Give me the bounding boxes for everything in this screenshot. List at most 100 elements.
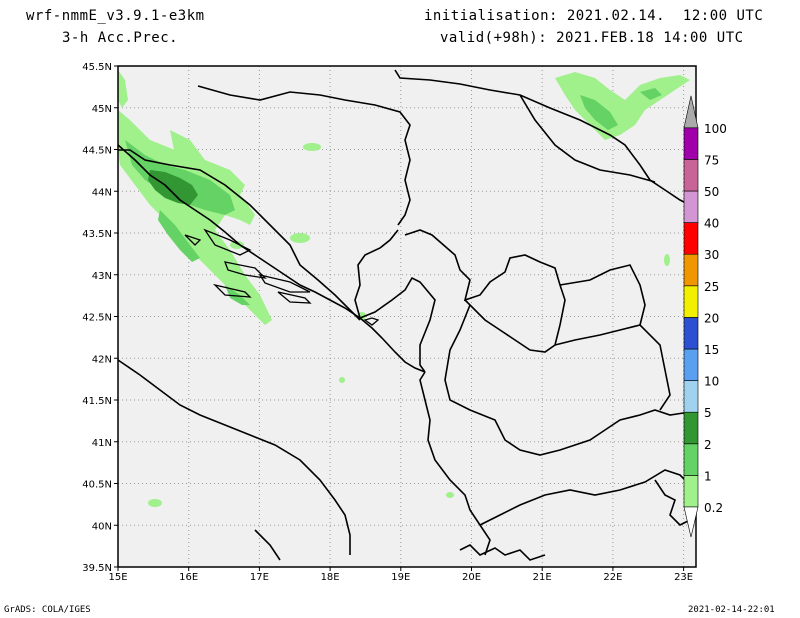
colorbar-level-label: 40: [704, 217, 719, 231]
precip-moderate-romania-2: [640, 88, 662, 100]
precip-moderate-croatia: [125, 140, 235, 215]
islands: [184, 228, 380, 326]
montenegro-border: [359, 276, 436, 373]
colorbar-segment: [683, 411, 699, 445]
colorbar-segment: [683, 190, 699, 223]
lon-label: 23E: [674, 572, 693, 583]
precip-light-2: [170, 130, 245, 195]
lon-label: 21E: [533, 572, 552, 583]
lat-label: 42.5N: [82, 313, 112, 324]
precip-spot-7: [664, 254, 670, 266]
lon-label: 18E: [321, 572, 340, 583]
precip-light-romania: [555, 72, 690, 140]
lon-label: 19E: [391, 572, 410, 583]
precip-moderate-romania: [580, 95, 618, 130]
colorbar-top-triangle: [683, 95, 699, 129]
lat-label: 40.5N: [82, 480, 112, 491]
island-2: [223, 261, 267, 279]
croatia-bih-border: [118, 149, 361, 321]
lat-label: 43.5N: [82, 229, 112, 240]
colorbar-segment: [683, 253, 699, 287]
precip-spot-2: [303, 143, 321, 151]
adriatic-coast-italy: [117, 359, 351, 555]
longitude-labels: 15E 16E 17E 18E 19E 20E 21E 22E 23E: [108, 572, 693, 583]
colorbar-level-label: 5: [704, 406, 712, 420]
north-macedonia-border: [444, 304, 691, 456]
lat-label: 45.5N: [82, 62, 112, 73]
colorbar: [683, 95, 699, 538]
lat-label: 39.5N: [82, 563, 112, 574]
precip-spot-8: [339, 377, 345, 383]
valid-time: valid(+98h): 2021.FEB.18 14:00 UTC: [440, 30, 744, 46]
greece-border: [479, 469, 691, 526]
axis-ticks: [114, 65, 685, 571]
precip-spot-3: [148, 499, 162, 507]
colorbar-segment: [683, 159, 699, 192]
colorbar-level-label: 30: [704, 248, 719, 262]
precip-spot-1: [290, 233, 310, 243]
lat-label: 42N: [92, 354, 112, 365]
kotor-bay: [363, 317, 380, 326]
precip-spot-6: [446, 492, 454, 498]
lon-label: 20E: [462, 572, 481, 583]
colorbar-level-label: 15: [704, 343, 719, 357]
colorbar-level-label: 1: [704, 469, 712, 483]
lon-label: 17E: [250, 572, 269, 583]
colorbar-level-label: 25: [704, 280, 719, 294]
colorbar-level-label: 2: [704, 438, 712, 452]
coastline-croatia: [117, 144, 426, 373]
colorbar-segment: [683, 317, 699, 350]
lat-label: 45N: [92, 104, 112, 115]
colorbar-level-label: 0.2: [704, 501, 723, 515]
serbia-kosovo-border: [404, 229, 566, 353]
colorbar-bottom-triangle: [683, 506, 699, 538]
lat-label: 41N: [92, 438, 112, 449]
lat-label: 43N: [92, 271, 112, 282]
precip-heavy-croatia: [148, 170, 198, 205]
bih-north-border: [197, 85, 411, 226]
albania-border: [419, 371, 491, 556]
boundaries: [117, 69, 691, 561]
colorbar-segment: [683, 443, 699, 476]
render-timestamp: 2021-02-14-22:01: [688, 605, 775, 615]
lat-label: 41.5N: [82, 396, 112, 407]
colorbar-segment: [683, 222, 699, 255]
colorbar-level-label: 50: [704, 185, 719, 199]
colorbar-segment: [683, 127, 699, 160]
precip-moderate-2: [158, 210, 200, 262]
lon-label: 15E: [108, 572, 127, 583]
colorbar-segment: [683, 348, 699, 381]
island-6: [184, 234, 202, 246]
colorbar-level-label: 75: [704, 153, 719, 167]
colorbar-level-label: 20: [704, 311, 719, 325]
island-4: [277, 291, 312, 304]
colorbar-segment: [683, 475, 699, 508]
lon-label: 16E: [179, 572, 198, 583]
lon-label: 22E: [603, 572, 622, 583]
colorbar-segment: [683, 285, 699, 318]
model-title: wrf-nmmE_v3.9.1-e3km: [26, 8, 205, 24]
colorbar-level-label: 100: [704, 122, 727, 136]
precip-moderate-3: [225, 285, 250, 305]
field-title: 3-h Acc.Prec.: [62, 30, 179, 46]
lat-label: 44.5N: [82, 146, 112, 157]
colorbar-level-label: 10: [704, 375, 719, 389]
danube: [519, 94, 656, 183]
italy-heel: [254, 529, 281, 561]
precip-light-strip: [118, 70, 128, 108]
island-1: [203, 228, 252, 256]
precip-spot-4: [230, 241, 244, 249]
greece-coast: [459, 544, 546, 561]
island-3: [258, 274, 311, 293]
latitude-labels: 45.5N 45N 44.5N 44N 43.5N 43N 42.5N 42N 41.5N 41N…: [82, 62, 112, 574]
bih-serbia-border: [354, 229, 399, 319]
lat-label: 44N: [92, 187, 112, 198]
initialisation-time: initialisation: 2021.02.14. 12:00 UTC: [424, 8, 764, 24]
aegean-coast: [654, 479, 691, 526]
colorbar-segment: [683, 380, 699, 413]
lat-label: 40N: [92, 521, 112, 532]
island-5: [212, 283, 252, 298]
romania-border: [394, 69, 691, 206]
